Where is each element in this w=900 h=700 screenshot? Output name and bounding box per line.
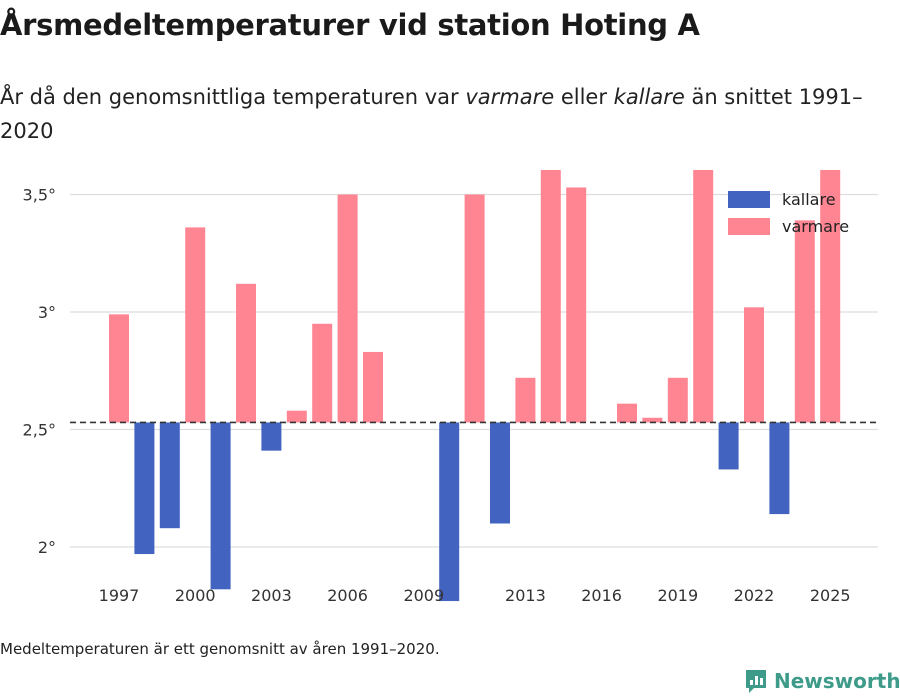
bar-2000 bbox=[185, 227, 206, 423]
x-tick-label: 2003 bbox=[251, 586, 292, 605]
bar-2022 bbox=[744, 307, 764, 423]
x-axis-labels: 1997 2000 2003 2006 2009 2013 2016 2019 2022 2025 bbox=[99, 586, 851, 605]
bar-2006 bbox=[337, 194, 358, 423]
bar-2018 bbox=[642, 417, 663, 423]
bars bbox=[109, 170, 841, 602]
x-tick-label: 1997 bbox=[99, 586, 140, 605]
legend-swatch-colder bbox=[728, 191, 770, 208]
bar-2015 bbox=[566, 187, 587, 423]
bar-2010 bbox=[439, 422, 460, 602]
subtitle-suffix: än snittet 1991–2020 bbox=[0, 85, 863, 143]
bar-2024 bbox=[794, 220, 815, 423]
subtitle-colder: kallare bbox=[613, 85, 685, 109]
bar-2021 bbox=[718, 422, 739, 470]
bar-2002 bbox=[236, 283, 256, 423]
bar-2003 bbox=[261, 422, 282, 451]
bar-2025 bbox=[820, 170, 841, 423]
newsworthy-icon bbox=[746, 670, 766, 693]
x-tick-label: 2025 bbox=[810, 586, 851, 605]
bar-2001 bbox=[210, 422, 231, 590]
bar-2005 bbox=[312, 323, 333, 423]
subtitle-prefix: År då den genomsnittliga temperaturen va… bbox=[0, 85, 466, 109]
bar-2004 bbox=[286, 410, 307, 423]
x-tick-label: 2000 bbox=[175, 586, 216, 605]
bar-1997 bbox=[109, 314, 129, 423]
bar-2017 bbox=[617, 403, 637, 423]
x-tick-label: 2009 bbox=[403, 586, 444, 605]
chart-subtitle: År då den genomsnittliga temperaturen va… bbox=[0, 80, 880, 148]
legend-label-colder: kallare bbox=[782, 190, 836, 209]
subtitle-warmer: varmare bbox=[465, 85, 555, 109]
brand-name: Newsworthy bbox=[774, 669, 900, 693]
bar-2019 bbox=[667, 377, 688, 423]
bar-2007 bbox=[363, 351, 383, 423]
bar-2011 bbox=[464, 194, 485, 423]
x-tick-label: 2019 bbox=[657, 586, 698, 605]
y-tick-label: 2,5° bbox=[23, 421, 56, 440]
x-tick-label: 2016 bbox=[581, 586, 622, 605]
bar-1998 bbox=[134, 422, 155, 555]
footnote: Medeltemperaturen är ett genomsnitt av å… bbox=[0, 640, 440, 658]
y-tick-label: 3° bbox=[38, 303, 56, 322]
x-tick-label: 2006 bbox=[327, 586, 368, 605]
bar-2023 bbox=[769, 422, 790, 515]
bar-2013 bbox=[515, 377, 536, 423]
legend-swatch-warmer bbox=[728, 218, 770, 235]
x-tick-label: 2022 bbox=[734, 586, 775, 605]
brand-logo: Newsworthy bbox=[744, 668, 900, 694]
legend: kallare varmare bbox=[728, 186, 849, 240]
bar-2012 bbox=[490, 422, 510, 524]
bar-chart: 2°2,5°3°3,5°4°4,5°5° 1997200020032006200… bbox=[23, 170, 878, 605]
y-tick-label: 3,5° bbox=[23, 186, 56, 205]
bar-2014 bbox=[540, 170, 561, 423]
legend-item-warmer: varmare bbox=[728, 213, 849, 240]
y-axis-labels: 2°2,5°3°3,5°4°4,5°5° bbox=[23, 186, 56, 558]
legend-label-warmer: varmare bbox=[782, 217, 850, 236]
legend-item-colder: kallare bbox=[728, 186, 849, 213]
bar-1999 bbox=[159, 422, 180, 529]
bar-2020 bbox=[693, 170, 714, 423]
y-tick-label: 2° bbox=[38, 538, 56, 557]
subtitle-middle: eller bbox=[554, 85, 614, 109]
chart-title: Årsmedeltemperaturer vid station Hoting … bbox=[0, 8, 700, 42]
x-tick-label: 2013 bbox=[505, 586, 546, 605]
